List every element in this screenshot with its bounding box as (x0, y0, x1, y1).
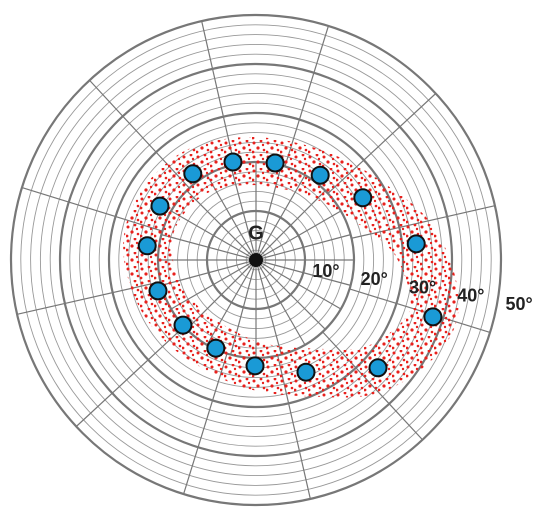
minor-ring (49, 53, 463, 467)
center-label: G (248, 222, 264, 244)
minor-ring (20, 24, 492, 496)
data-point (137, 236, 157, 256)
minor-ring (118, 122, 394, 398)
minor-ring (30, 34, 482, 486)
spoke (75, 326, 185, 427)
data-point (183, 164, 203, 184)
data-point (406, 234, 426, 254)
data-point (353, 188, 373, 208)
r-tick-label: 10° (312, 261, 339, 281)
r-tick-label: 30° (409, 277, 436, 297)
data-point (423, 307, 443, 327)
data-point (150, 196, 170, 216)
data-point (223, 152, 243, 172)
data-point (310, 165, 330, 185)
data-point (265, 153, 285, 173)
major-ring (205, 209, 307, 311)
r-tick-label: 50° (506, 294, 533, 314)
major-ring (58, 62, 454, 458)
data-point (296, 362, 316, 382)
data-point (173, 315, 193, 335)
minor-ring (39, 43, 473, 477)
data-point (148, 281, 168, 301)
major-ring (9, 13, 503, 507)
data-point (206, 338, 226, 358)
data-point (368, 358, 388, 378)
r-tick-label: 20° (361, 269, 388, 289)
center-point (249, 253, 263, 267)
scatter-cloud (123, 136, 459, 398)
r-tick-label: 40° (457, 286, 484, 306)
data-point (245, 356, 265, 376)
